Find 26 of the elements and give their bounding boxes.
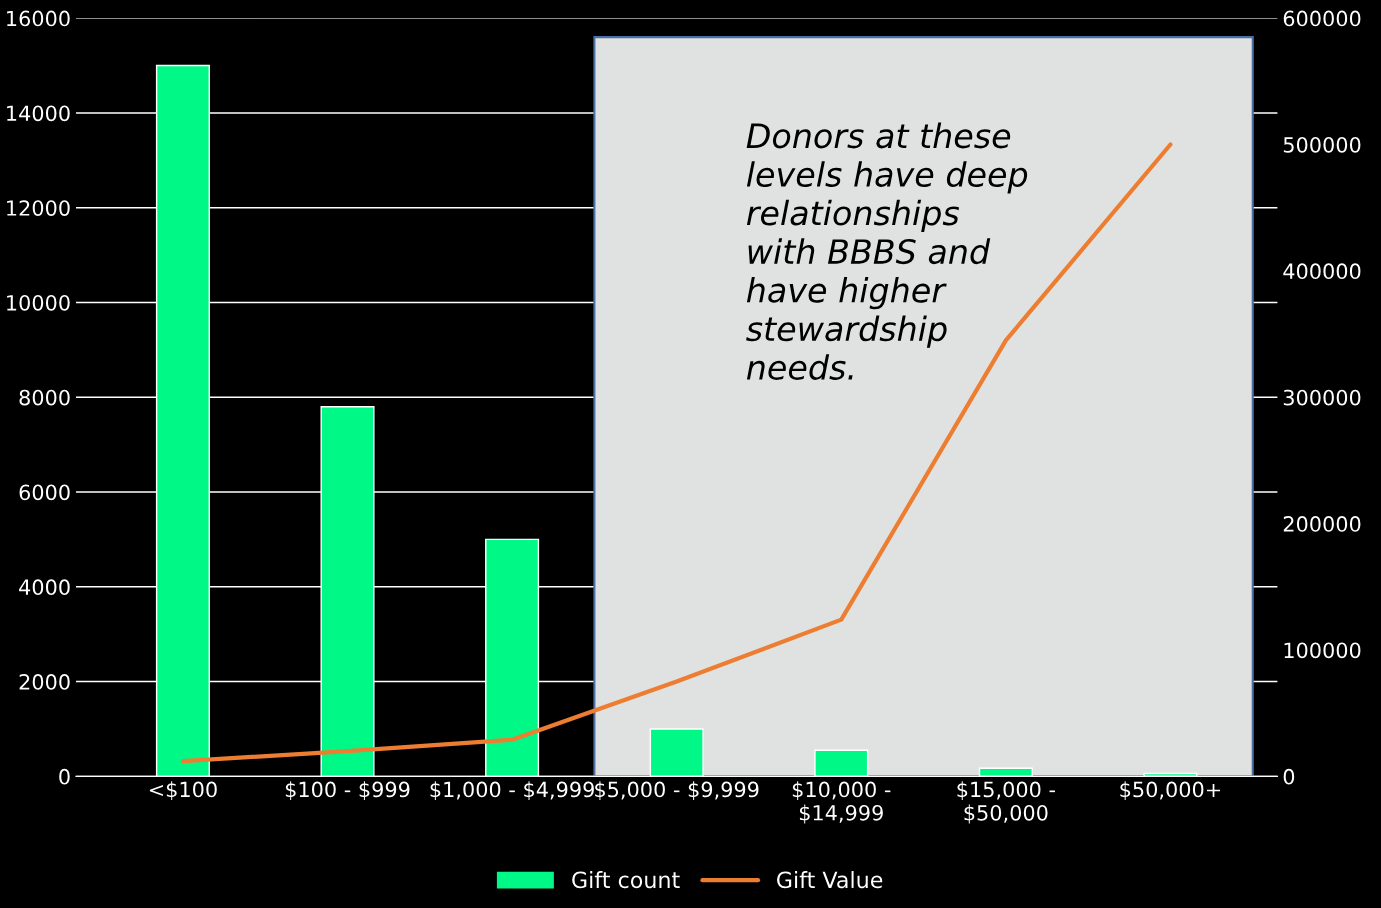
legend-label: Gift count xyxy=(572,871,680,889)
x-tick-label: $1,000 - $4,999 xyxy=(430,781,594,801)
x-tick-label: $15,000 - $50,000 xyxy=(957,781,1055,824)
x-tick-label: $5,000 - $9,999 xyxy=(595,781,759,801)
y-tick-label: 12000 xyxy=(7,200,70,216)
y2-tick-label: 500000 xyxy=(1283,136,1361,153)
x-tick-label: $10,000 - $14,999 xyxy=(792,781,891,824)
y2-tick-label: 400000 xyxy=(1283,263,1361,280)
x-tick-label: <$100 xyxy=(149,781,217,801)
legend-label: Gift Value xyxy=(777,871,883,889)
y2-tick-label: 300000 xyxy=(1283,389,1361,406)
y-tick-label: 10000 xyxy=(7,294,70,311)
y-tick-label: 14000 xyxy=(7,105,70,122)
y-tick-label: 6000 xyxy=(19,484,70,501)
y2-tick-label: 100000 xyxy=(1284,642,1361,659)
y-tick-label: 4000 xyxy=(19,579,70,596)
x-tick-label: $50,000+ xyxy=(1120,781,1221,801)
y2-tick-label: 200000 xyxy=(1283,516,1361,532)
y-tick-label: 8000 xyxy=(19,389,70,406)
annotation: Donors at these levels have deep relationships with BBBS and have higher stewardship needs. xyxy=(746,122,1028,380)
y-tick-label: 2000 xyxy=(19,674,70,690)
y2-tick-label: 600000 xyxy=(1283,10,1361,27)
y2-tick-label: 0 xyxy=(1283,768,1295,785)
y-tick-label: 16000 xyxy=(7,10,70,27)
y-tick-label: 0 xyxy=(59,768,70,785)
x-tick-label: $100 - $999 xyxy=(285,781,410,801)
